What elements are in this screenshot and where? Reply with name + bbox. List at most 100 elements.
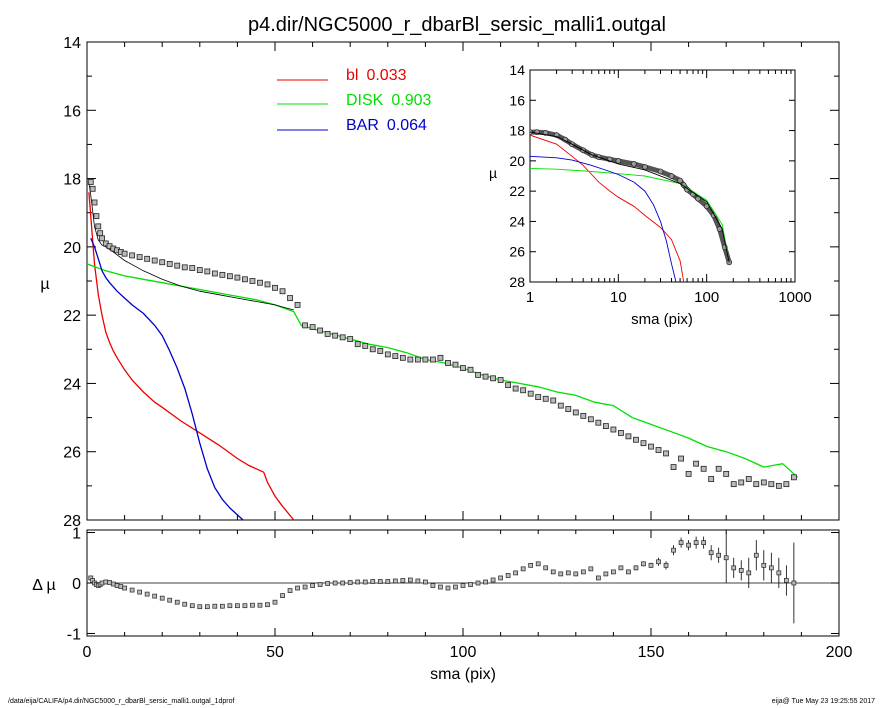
data-point bbox=[505, 382, 512, 389]
residual-point bbox=[618, 565, 624, 571]
residual-point bbox=[107, 580, 112, 585]
inset-y-tick-label: 16 bbox=[509, 92, 525, 108]
data-point bbox=[535, 394, 542, 400]
data-point bbox=[211, 270, 218, 277]
residual-point bbox=[415, 578, 421, 584]
residual-point bbox=[723, 555, 729, 561]
data-point bbox=[89, 185, 96, 192]
data-point bbox=[332, 332, 339, 339]
data-point bbox=[87, 179, 94, 185]
legend-label-bl: bl 0.033 bbox=[346, 67, 407, 84]
legend-label-bar: BAR 0.064 bbox=[346, 117, 427, 134]
residual-point bbox=[347, 580, 353, 585]
data-point bbox=[460, 365, 466, 371]
data-point bbox=[768, 481, 775, 488]
residual-point bbox=[641, 561, 646, 567]
residual-point bbox=[535, 561, 541, 567]
data-point bbox=[377, 348, 384, 354]
inset-y-tick-label: 26 bbox=[509, 244, 525, 260]
residual-point bbox=[791, 580, 797, 586]
residual-point bbox=[513, 570, 518, 576]
data-point bbox=[437, 354, 444, 361]
residual-x-tick-label: 200 bbox=[826, 644, 853, 661]
residual-point bbox=[332, 580, 338, 586]
residual-point bbox=[626, 569, 631, 575]
residual-point bbox=[460, 583, 466, 588]
data-point bbox=[407, 356, 414, 363]
residual-point bbox=[768, 565, 774, 571]
data-point bbox=[430, 356, 436, 363]
residual-point bbox=[302, 584, 308, 590]
data-point bbox=[678, 455, 684, 462]
inset-data-point bbox=[642, 164, 648, 170]
data-point bbox=[234, 274, 241, 281]
inset-y-axis-label: µ bbox=[489, 165, 497, 181]
inset-series-line-bl bbox=[530, 134, 685, 282]
residual-point bbox=[235, 603, 240, 609]
data-point bbox=[557, 402, 564, 409]
data-point bbox=[602, 423, 609, 430]
residual-point bbox=[693, 540, 699, 545]
residual-point bbox=[423, 579, 428, 585]
data-point bbox=[542, 395, 549, 402]
residual-point bbox=[103, 579, 109, 585]
data-point bbox=[159, 259, 166, 266]
residual-point bbox=[731, 565, 737, 571]
inset-x-axis-label: sma (pix) bbox=[631, 311, 693, 328]
residual-point bbox=[648, 562, 654, 568]
inset-y-tick-label: 22 bbox=[509, 183, 525, 199]
legend-label-disk: DISK 0.903 bbox=[346, 92, 431, 109]
residual-point bbox=[671, 547, 676, 553]
main-y-tick-label: 22 bbox=[63, 308, 81, 325]
residual-point bbox=[776, 570, 782, 576]
data-point bbox=[640, 440, 647, 447]
data-point bbox=[715, 465, 722, 472]
data-point bbox=[204, 268, 211, 275]
data-point bbox=[181, 264, 188, 271]
data-point bbox=[354, 341, 361, 348]
inset-x-tick-label: 1000 bbox=[778, 289, 811, 306]
inset-background bbox=[529, 69, 796, 283]
data-point bbox=[783, 481, 790, 488]
residual-point bbox=[528, 562, 534, 568]
main-y-tick-label: 16 bbox=[63, 103, 81, 120]
data-point bbox=[475, 371, 481, 378]
data-point bbox=[414, 356, 421, 363]
inset-data-point bbox=[668, 173, 675, 179]
residual-point bbox=[212, 603, 218, 609]
residual-point bbox=[242, 603, 248, 609]
residual-point bbox=[355, 579, 361, 585]
residual-x-axis-label: sma (pix) bbox=[430, 666, 496, 683]
data-point bbox=[648, 443, 654, 450]
legend: bl 0.033 DISK 0.903 BAR 0.064 bbox=[277, 67, 431, 134]
data-point bbox=[527, 390, 534, 397]
inset-series-line-total-model bbox=[530, 131, 730, 263]
data-point bbox=[174, 262, 181, 269]
data-point bbox=[347, 336, 354, 342]
residual-point bbox=[204, 604, 210, 610]
data-point bbox=[129, 252, 136, 259]
residual-point bbox=[438, 584, 443, 590]
data-point bbox=[369, 346, 376, 353]
residual-point bbox=[317, 582, 323, 587]
data-point bbox=[445, 360, 451, 366]
residual-point bbox=[220, 603, 225, 609]
series-line-total-model bbox=[88, 181, 294, 311]
main-y-tick-label: 24 bbox=[63, 376, 81, 393]
residual-point bbox=[543, 565, 549, 571]
residual-point bbox=[505, 573, 511, 578]
residual-point bbox=[716, 552, 722, 558]
data-point bbox=[550, 397, 557, 404]
footer-timestamp: eija@ Tue May 23 19:25:55 2017 bbox=[771, 698, 875, 705]
data-point bbox=[242, 276, 248, 283]
residual-point bbox=[573, 571, 579, 577]
residual-point bbox=[340, 580, 346, 586]
residual-point bbox=[633, 565, 639, 571]
data-point bbox=[144, 255, 151, 262]
main-y-tick-label: 26 bbox=[63, 445, 81, 462]
data-point bbox=[753, 481, 760, 488]
data-point bbox=[685, 471, 692, 477]
residual-point bbox=[580, 569, 586, 575]
